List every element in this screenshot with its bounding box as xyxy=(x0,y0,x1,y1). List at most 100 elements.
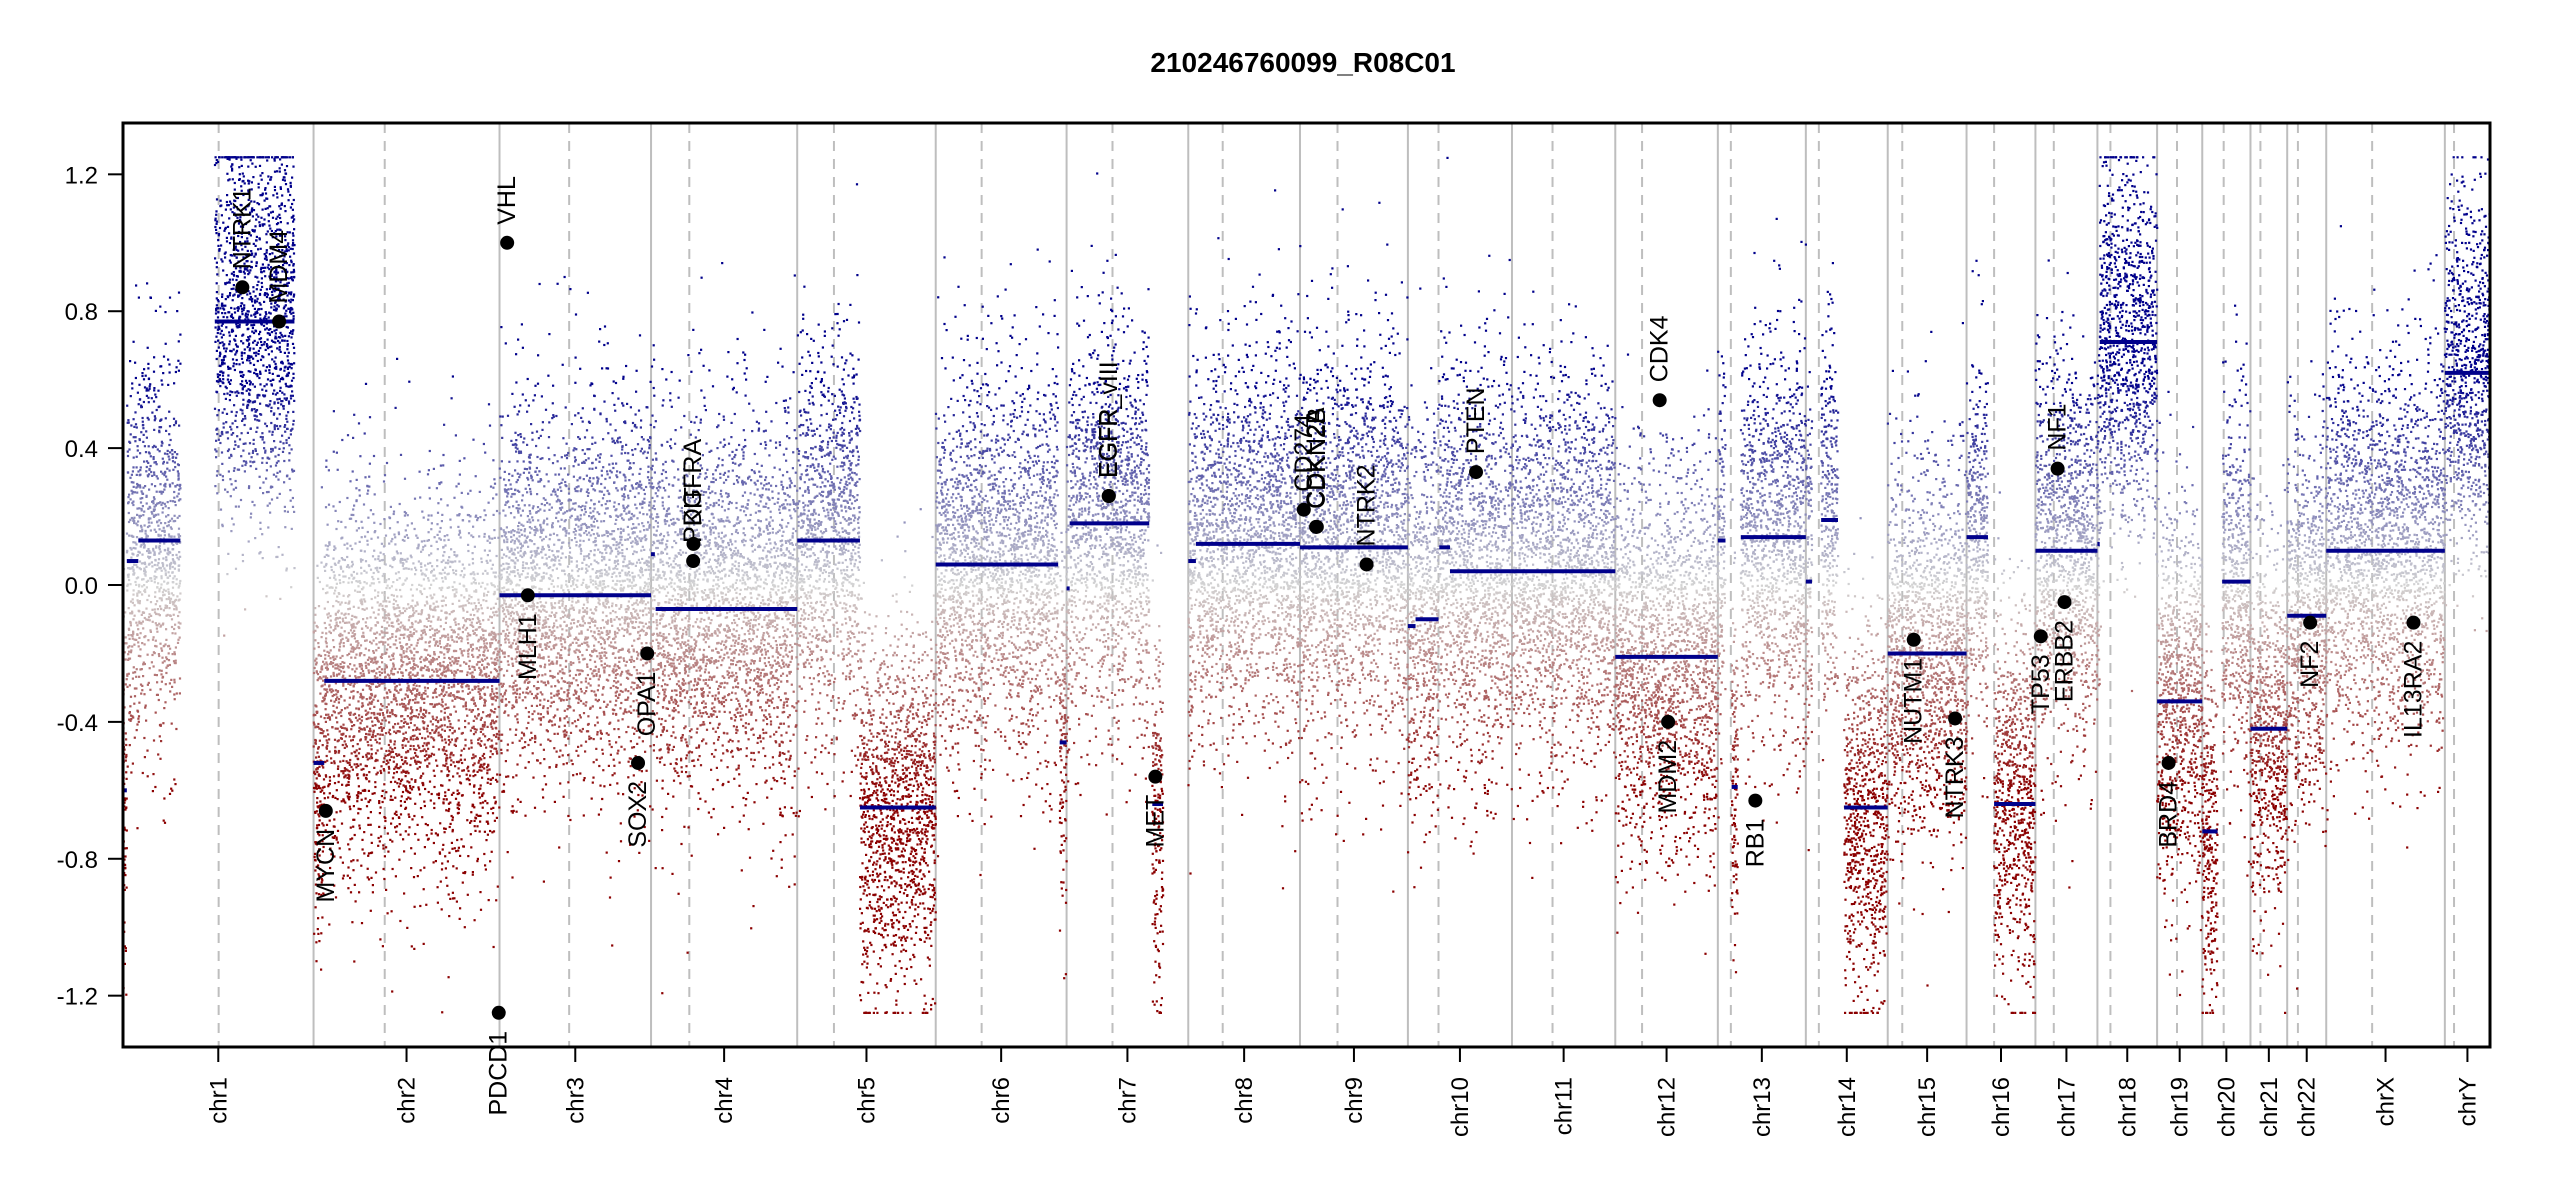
probe-dot xyxy=(228,232,231,235)
probe-dot xyxy=(166,613,169,616)
probe-dot xyxy=(449,661,452,664)
probe-dot xyxy=(275,267,278,271)
probe-dot xyxy=(480,560,483,564)
probe-dot xyxy=(401,790,405,794)
probe-dot xyxy=(280,202,283,205)
probe-dot xyxy=(143,445,146,448)
probe-dot xyxy=(343,621,347,624)
probe-dot xyxy=(313,932,316,935)
probe-dot xyxy=(352,508,355,511)
probe-dot xyxy=(460,570,463,573)
probe-dot xyxy=(471,618,474,621)
probe-dot xyxy=(217,244,220,247)
probe-dot xyxy=(158,405,161,408)
probe-dot xyxy=(232,206,235,209)
probe-dot xyxy=(281,252,284,255)
probe-dot xyxy=(486,606,489,609)
probe-dot xyxy=(273,440,276,443)
probe-dot xyxy=(440,703,443,706)
probe-dot xyxy=(321,668,324,671)
probe-dot xyxy=(292,220,295,223)
probe-dot xyxy=(379,522,382,526)
probe-dot xyxy=(278,213,281,216)
probe-dot xyxy=(444,577,447,580)
probe-dot xyxy=(287,411,290,414)
probe-dot xyxy=(418,637,421,640)
probe-dot xyxy=(268,287,272,290)
probe-dot xyxy=(159,605,162,608)
probe-dot xyxy=(241,225,245,228)
probe-dot xyxy=(221,312,224,315)
probe-dot xyxy=(283,459,286,463)
probe-dot xyxy=(457,525,460,528)
probe-dot xyxy=(409,797,412,800)
probe-dot xyxy=(469,774,472,777)
probe-dot xyxy=(419,660,422,664)
probe-dot xyxy=(474,687,477,690)
probe-dot xyxy=(261,461,264,464)
probe-dot xyxy=(335,451,338,454)
probe-dot xyxy=(320,893,323,896)
probe-dot xyxy=(165,556,168,559)
probe-dot xyxy=(247,156,250,159)
probe-dot xyxy=(482,792,485,795)
probe-dot xyxy=(366,712,369,715)
probe-dot xyxy=(455,850,458,853)
probe-dot xyxy=(169,526,172,529)
probe-dot xyxy=(481,793,484,796)
probe-dot xyxy=(131,470,134,473)
probe-dot xyxy=(239,374,243,377)
probe-dot xyxy=(281,335,284,338)
probe-dot xyxy=(129,476,132,479)
probe-dot xyxy=(285,569,288,572)
probe-dot xyxy=(329,662,332,665)
probe-dot xyxy=(339,603,342,606)
probe-dot xyxy=(449,801,452,804)
probe-dot xyxy=(169,690,172,693)
probe-dot xyxy=(264,266,267,269)
probe-dot xyxy=(176,453,179,456)
probe-dot xyxy=(437,644,440,647)
probe-dot xyxy=(342,645,345,648)
probe-dot xyxy=(288,156,292,159)
probe-dot xyxy=(166,576,169,579)
probe-dot xyxy=(427,669,430,672)
probe-dot xyxy=(483,830,486,833)
probe-dot xyxy=(226,392,229,395)
probe-dot xyxy=(403,850,406,853)
probe-dot xyxy=(164,573,167,577)
probe-dot xyxy=(457,846,460,849)
probe-dot xyxy=(374,589,377,592)
probe-dot xyxy=(382,480,386,483)
probe-dot xyxy=(342,594,345,597)
probe-dot xyxy=(341,676,344,679)
probe-dot xyxy=(375,631,379,634)
probe-dot xyxy=(157,558,161,561)
probe-dot xyxy=(339,621,342,624)
probe-dot xyxy=(483,757,486,760)
probe-dot xyxy=(403,633,406,636)
probe-dot xyxy=(285,374,288,378)
probe-dot xyxy=(170,527,173,530)
probe-dot xyxy=(170,517,174,520)
probe-dot xyxy=(360,572,363,575)
probe-dot xyxy=(403,535,406,538)
probe-dot xyxy=(133,516,136,519)
probe-dot xyxy=(411,673,414,676)
probe-dot xyxy=(360,715,364,718)
probe-dot xyxy=(165,559,168,562)
probe-dot xyxy=(404,785,407,788)
probe-dot xyxy=(414,832,417,836)
probe-dot xyxy=(360,627,364,630)
probe-dot xyxy=(262,156,265,159)
probe-dot xyxy=(282,264,285,267)
probe-dot xyxy=(321,700,324,703)
probe-dot xyxy=(246,431,249,434)
probe-dot xyxy=(373,531,376,534)
probe-dot xyxy=(352,697,355,700)
probe-dot xyxy=(384,631,387,634)
probe-dot xyxy=(177,621,180,624)
probe-dot xyxy=(451,561,454,564)
probe-dot xyxy=(400,621,403,624)
probe-dot xyxy=(220,363,224,366)
